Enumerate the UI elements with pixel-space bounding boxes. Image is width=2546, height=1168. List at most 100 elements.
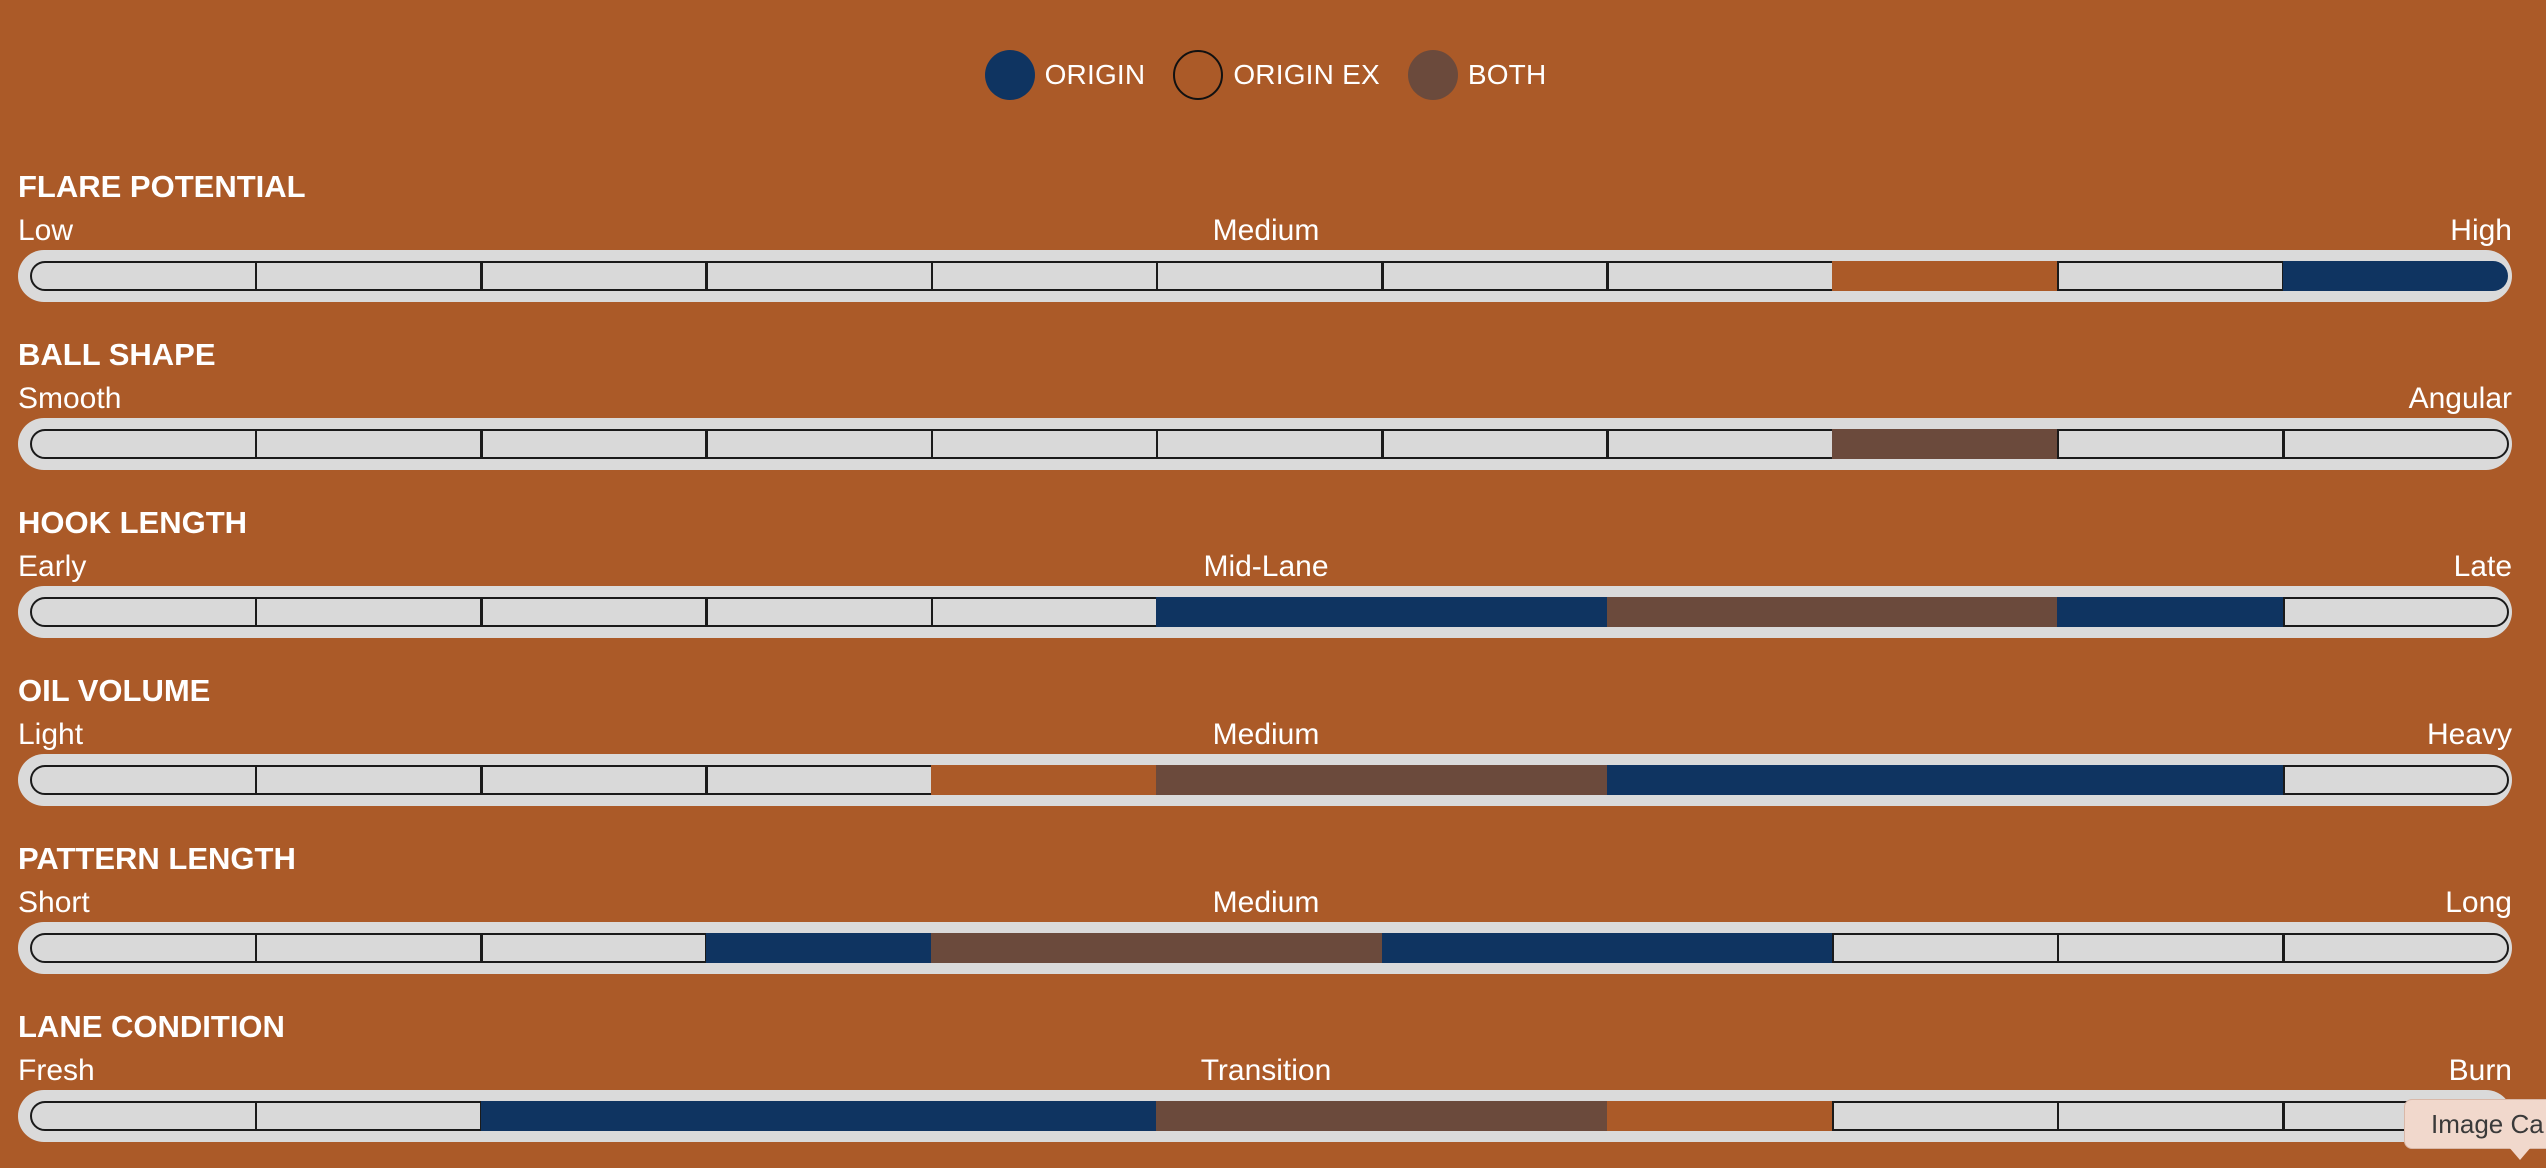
segment-3-empty	[480, 261, 708, 291]
segment-8-empty	[1606, 429, 1834, 459]
segment-4-empty	[705, 765, 933, 795]
segment-1-empty	[30, 933, 257, 963]
segment-8-empty	[1606, 261, 1834, 291]
segment-10-origin	[2057, 765, 2283, 795]
segment-9-both	[1832, 597, 2058, 627]
segment-9-both	[1832, 429, 2058, 459]
scale-label-right: Angular	[2408, 382, 2512, 415]
segment-11-empty	[2282, 597, 2510, 627]
section-pattern-length: PATTERN LENGTH Short Medium Long	[0, 840, 2546, 980]
scale-label-center: Mid-Lane	[1203, 550, 1329, 583]
segment-5-empty	[931, 597, 1158, 627]
legend-item-origin: ORIGIN	[984, 50, 1146, 100]
segment-4-empty	[705, 597, 933, 627]
segment-2-empty	[255, 261, 482, 291]
segment-10-origin	[2057, 597, 2283, 627]
scale-label-left: Short	[18, 886, 90, 919]
segment-9-empty	[1832, 933, 2059, 963]
segment-1-empty	[30, 765, 257, 795]
segment-8-origin	[1606, 765, 1833, 795]
segment-8-origin	[1606, 933, 1833, 963]
segment-3-empty	[480, 765, 708, 795]
segment-10-empty	[2057, 429, 2284, 459]
segment-11-empty	[2282, 429, 2510, 459]
rating-track	[18, 586, 2512, 638]
segment-2-empty	[255, 429, 482, 459]
segment-6-both	[1156, 765, 1382, 795]
segment-6-origin	[1156, 597, 1382, 627]
segment-2-empty	[255, 933, 482, 963]
section-title: HOOK LENGTH	[18, 505, 248, 540]
section-hook-length: HOOK LENGTH Early Mid-Lane Late	[0, 504, 2546, 644]
segment-4-origin	[705, 1101, 932, 1131]
legend: ORIGIN ORIGIN EX BOTH	[0, 47, 2546, 103]
scale-label-right: Late	[2453, 550, 2512, 583]
legend-label: BOTH	[1467, 59, 1547, 90]
segment-6-both	[1156, 933, 1382, 963]
scale-label-left: Early	[18, 550, 87, 583]
segment-10-empty	[2057, 933, 2284, 963]
scale-label-left: Low	[18, 214, 74, 247]
legend-item-both: BOTH	[1407, 50, 1547, 100]
section-lane-condition: LANE CONDITION Fresh Transition Burn	[0, 1008, 2546, 1148]
segment-9-origin-ex	[1832, 261, 2058, 291]
scale-label-right: High	[2450, 214, 2512, 247]
segment-9-origin	[1832, 765, 2058, 795]
segment-2-empty	[255, 1101, 482, 1131]
segment-8-origin-ex	[1606, 1101, 1833, 1131]
scale-label-center: Medium	[1212, 718, 1320, 751]
segment-2-empty	[255, 597, 482, 627]
section-title: FLARE POTENTIAL	[18, 169, 306, 204]
section-flare-potential: FLARE POTENTIAL Low Medium High	[0, 168, 2546, 308]
scale-label-left: Light	[18, 718, 84, 751]
scale-label-right: Burn	[2448, 1054, 2512, 1087]
scale-label-center: Transition	[1200, 1054, 1332, 1087]
segment-7-origin	[1381, 597, 1608, 627]
segment-7-empty	[1381, 429, 1609, 459]
segment-1-empty	[30, 429, 257, 459]
scale-label-center: Medium	[1212, 886, 1320, 919]
rating-track	[18, 754, 2512, 806]
segment-10-empty	[2057, 1101, 2284, 1131]
segment-11-origin	[2282, 261, 2509, 291]
segment-8-both	[1606, 597, 1833, 627]
rating-track	[18, 922, 2512, 974]
tooltip-arrow	[2508, 1146, 2532, 1160]
scale-label-right: Long	[2445, 886, 2512, 919]
segment-11-empty	[2282, 765, 2510, 795]
segment-3-empty	[480, 597, 708, 627]
segment-5-empty	[931, 429, 1158, 459]
segment-6-empty	[1156, 429, 1383, 459]
segment-1-empty	[30, 597, 257, 627]
rating-track	[18, 1090, 2512, 1142]
legend-swatch-both	[1407, 50, 1458, 100]
segment-4-empty	[705, 429, 933, 459]
segment-1-empty	[30, 1101, 257, 1131]
legend-label: ORIGIN	[1044, 59, 1146, 90]
scale-label-right: Heavy	[2426, 718, 2512, 751]
legend-swatch-origin-ex	[1173, 50, 1224, 100]
segment-6-empty	[1156, 261, 1383, 291]
segment-3-origin	[480, 1101, 707, 1131]
segment-1-empty	[30, 261, 257, 291]
segment-7-both	[1381, 765, 1608, 795]
segment-11-empty	[2282, 933, 2510, 963]
segment-3-empty	[480, 933, 708, 963]
segment-4-empty	[705, 261, 933, 291]
legend-label: ORIGIN EX	[1233, 59, 1380, 90]
segment-9-empty	[1832, 1101, 2059, 1131]
scale-label-left: Smooth	[18, 382, 122, 415]
section-title: PATTERN LENGTH	[18, 841, 296, 876]
scale-label-center: Medium	[1212, 214, 1320, 247]
segment-5-origin-ex	[931, 765, 1157, 795]
segment-5-origin	[931, 1101, 1157, 1131]
segment-2-empty	[255, 765, 482, 795]
scale-label-left: Fresh	[18, 1054, 95, 1087]
segment-6-both	[1156, 1101, 1382, 1131]
segment-5-both	[931, 933, 1157, 963]
legend-item-origin-ex: ORIGIN EX	[1173, 50, 1380, 100]
segment-7-empty	[1381, 261, 1609, 291]
section-title: OIL VOLUME	[18, 673, 211, 708]
section-ball-shape: BALL SHAPE Smooth Angular	[0, 336, 2546, 476]
image-caption-tooltip[interactable]: Image Ca	[2404, 1099, 2546, 1149]
